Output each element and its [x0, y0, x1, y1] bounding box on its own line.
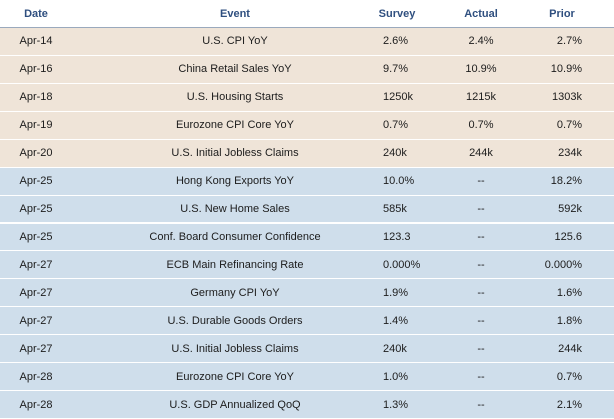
prior-cell: 1.8%: [556, 314, 582, 327]
prior-cell: 2.1%: [556, 398, 582, 411]
survey-cell: 10.0%: [383, 175, 415, 188]
header-cell: Date: [24, 7, 48, 20]
date-cell: Apr-27: [19, 342, 53, 355]
table-row: Apr-27 Germany CPI YoY 1.9% -- 1.6%: [0, 279, 614, 308]
date-cell: Apr-14: [19, 35, 53, 48]
event-cell: Eurozone CPI Core YoY: [175, 119, 295, 132]
prior-cell: 125.6: [554, 230, 582, 243]
prior-cell: 234k: [558, 147, 582, 160]
prior-cell: 0.7%: [556, 119, 582, 132]
actual-cell: --: [477, 286, 485, 299]
prior-cell: 1303k: [552, 91, 582, 104]
survey-cell: 123.3: [383, 230, 411, 243]
event-cell: U.S. New Home Sales: [180, 203, 290, 216]
prior-cell: 1.6%: [556, 286, 582, 299]
table-row: Apr-28 U.S. GDP Annualized QoQ 1.3% -- 2.1%: [0, 391, 614, 419]
date-cell: Apr-18: [19, 91, 53, 104]
actual-cell: 1215k: [466, 91, 496, 104]
date-cell: Apr-28: [19, 398, 53, 411]
date-cell: Apr-19: [19, 119, 53, 132]
prior-cell: 18.2%: [550, 175, 582, 188]
event-cell: U.S. Durable Goods Orders: [167, 314, 303, 327]
date-cell: Apr-16: [19, 63, 53, 76]
table-row: Apr-25 Hong Kong Exports YoY 10.0% -- 18.2%: [0, 167, 614, 196]
table-row: Apr-25 U.S. New Home Sales 585k -- 592k: [0, 195, 614, 224]
actual-cell: --: [477, 230, 485, 243]
actual-cell: 10.9%: [465, 63, 497, 76]
actual-cell: --: [477, 203, 485, 216]
survey-cell: 0.7%: [383, 119, 409, 132]
event-cell: China Retail Sales YoY: [178, 63, 292, 76]
prior-cell: 0.000%: [544, 258, 582, 271]
survey-cell: 585k: [383, 203, 407, 216]
header-cell: Survey: [378, 7, 416, 20]
event-cell: Germany CPI YoY: [190, 286, 280, 299]
prior-cell: 0.7%: [556, 370, 582, 383]
date-cell: Apr-27: [19, 314, 53, 327]
actual-cell: --: [477, 370, 485, 383]
event-cell: Hong Kong Exports YoY: [175, 175, 295, 188]
actual-cell: 244k: [469, 147, 493, 160]
table-row: Apr-20 U.S. Initial Jobless Claims 240k 244…: [0, 139, 614, 168]
prior-cell: 10.9%: [550, 63, 582, 76]
prior-cell: 244k: [558, 342, 582, 355]
table-row: Apr-14 U.S. CPI YoY 2.6% 2.4% 2.7%: [0, 28, 614, 56]
actual-cell: --: [477, 398, 485, 411]
event-cell: Eurozone CPI Core YoY: [175, 370, 295, 383]
header-cell: Prior: [549, 7, 575, 20]
survey-cell: 240k: [383, 342, 407, 355]
table-row: Apr-25 Conf. Board Consumer Confidence 123…: [0, 223, 614, 252]
event-cell: U.S. Initial Jobless Claims: [171, 342, 299, 355]
prior-cell: 592k: [558, 203, 582, 216]
survey-cell: 1250k: [383, 91, 413, 104]
table-row: Apr-28 Eurozone CPI Core YoY 1.0% -- 0.7%: [0, 363, 614, 392]
survey-cell: 1.0%: [383, 370, 409, 383]
table-row: Apr-18 U.S. Housing Starts 1250k 1215k 1303k: [0, 83, 614, 112]
event-cell: U.S. GDP Annualized QoQ: [169, 398, 301, 411]
survey-cell: 0.000%: [383, 258, 421, 271]
actual-cell: --: [477, 258, 485, 271]
prior-cell: 2.7%: [556, 35, 582, 48]
event-cell: Conf. Board Consumer Confidence: [149, 230, 321, 243]
date-cell: Apr-25: [19, 175, 53, 188]
date-cell: Apr-28: [19, 370, 53, 383]
survey-cell: 1.4%: [383, 314, 409, 327]
date-cell: Apr-27: [19, 258, 53, 271]
actual-cell: 0.7%: [468, 119, 494, 132]
event-cell: U.S. Housing Starts: [186, 91, 284, 104]
table-row: Apr-27 U.S. Initial Jobless Claims 240k -- 2…: [0, 335, 614, 364]
actual-cell: --: [477, 342, 485, 355]
date-cell: Apr-25: [19, 203, 53, 216]
date-cell: Apr-20: [19, 147, 53, 160]
survey-cell: 1.9%: [383, 286, 409, 299]
table-row: Apr-27 U.S. Durable Goods Orders 1.4% -- 1.8…: [0, 307, 614, 336]
event-cell: U.S. Initial Jobless Claims: [171, 147, 299, 160]
header-row: Date Event Survey Actual Prior: [0, 0, 614, 28]
table-row: Apr-19 Eurozone CPI Core YoY 0.7% 0.7% 0.7%: [0, 111, 614, 140]
date-cell: Apr-25: [19, 230, 53, 243]
survey-cell: 240k: [383, 147, 407, 160]
survey-cell: 9.7%: [383, 63, 409, 76]
header-cell: Event: [220, 7, 250, 20]
header-cell: Actual: [464, 7, 498, 20]
actual-cell: --: [477, 175, 485, 188]
table-row: Apr-27 ECB Main Refinancing Rate 0.000% -- 0…: [0, 251, 614, 280]
survey-cell: 1.3%: [383, 398, 409, 411]
event-cell: U.S. CPI YoY: [202, 35, 268, 48]
date-cell: Apr-27: [19, 286, 53, 299]
survey-cell: 2.6%: [383, 35, 409, 48]
table-row: Apr-16 China Retail Sales YoY 9.7% 10.9% 10.…: [0, 55, 614, 84]
event-cell: ECB Main Refinancing Rate: [166, 258, 304, 271]
actual-cell: --: [477, 314, 485, 327]
actual-cell: 2.4%: [468, 35, 494, 48]
